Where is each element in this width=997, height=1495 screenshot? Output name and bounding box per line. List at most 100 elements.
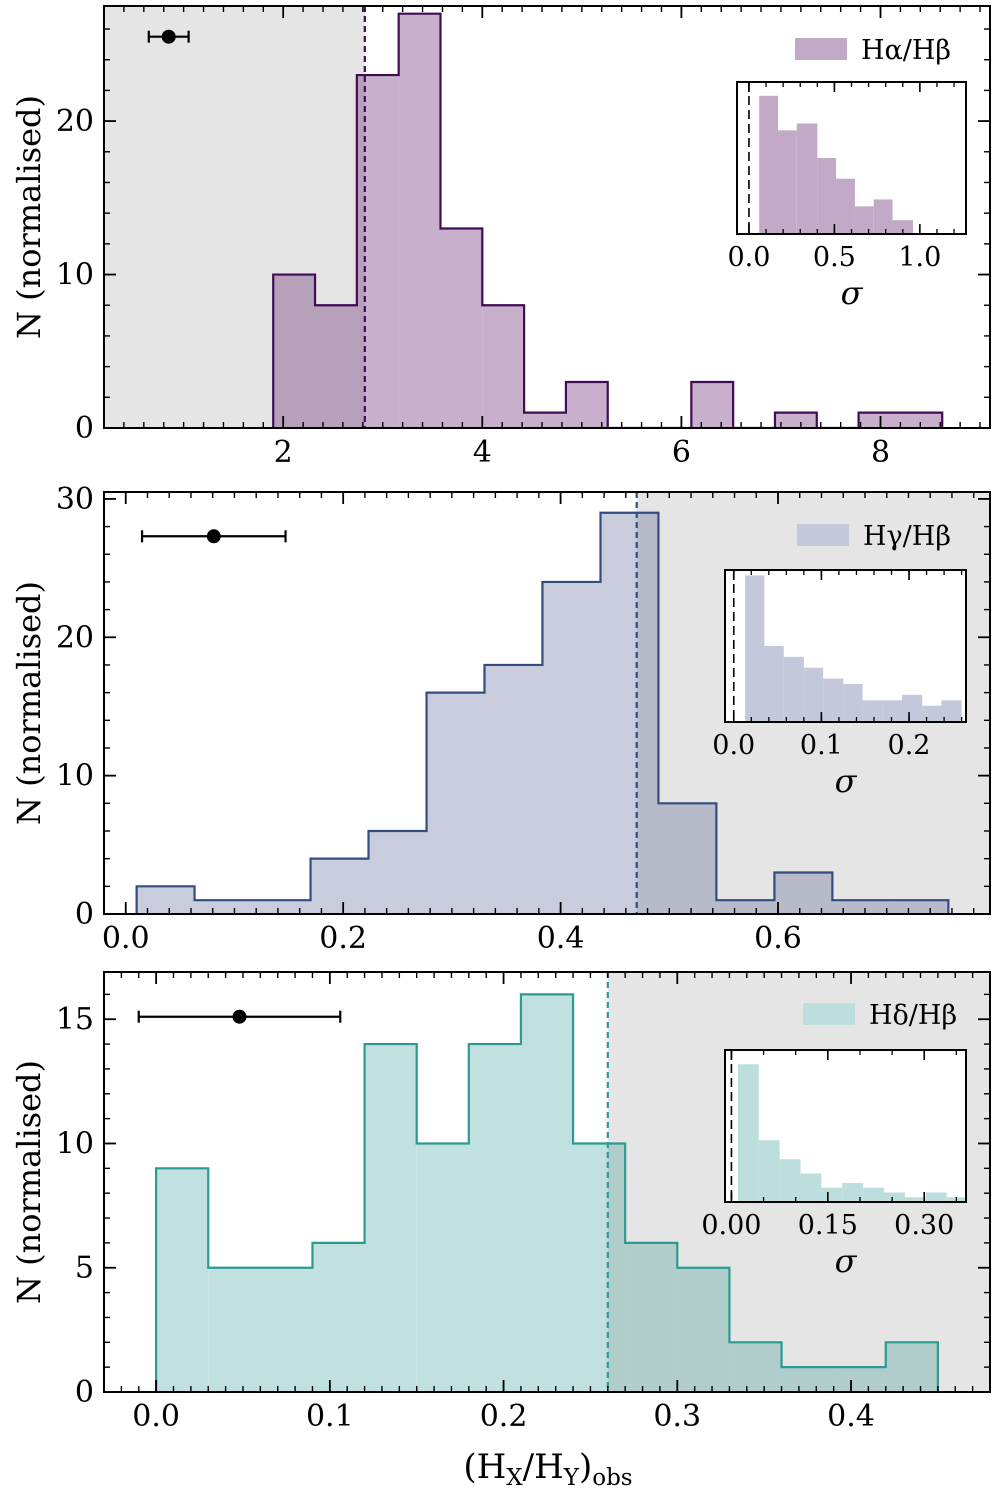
inset-bar [783,656,804,722]
errorbar-point [206,529,221,544]
histogram-bar [520,994,574,1392]
inset-bar [902,694,923,722]
y-axis-label: N (normalised) [10,581,48,825]
x-axis-label: (HX/HY)obs [463,1447,632,1491]
y-tick-label: 10 [56,1126,94,1161]
histogram-bar-overlap [774,872,833,914]
histogram-bar [368,830,427,914]
histogram-outline [272,12,944,428]
inset-x-tick-label: 0.00 [701,1210,761,1241]
histogram-bar-overlap [832,900,891,914]
axes-frame [103,5,991,429]
histogram-bar [781,1367,834,1392]
histogram-bar [440,228,483,428]
inset-x-axis-label: σ [835,1242,858,1280]
inset-bar [854,206,874,234]
panel-hgamma-hbeta: 0.0 0.2 0.4 0.6 0 10 20 30 N (normalised) Hγ/Hβ 0.… [10,482,991,956]
histogram-bar [468,1044,521,1392]
inset-bar [745,575,765,722]
histogram-bar-overlap [716,900,775,914]
histogram-bar [252,900,311,914]
histogram-bar [156,1168,209,1392]
x-tick-label: 6 [672,435,691,470]
axes-frame [103,971,991,1393]
inset-x-tick-label: 0.0 [727,242,770,273]
inset-bar [884,1192,905,1202]
histogram-bar [194,900,253,914]
inset-x-tick-label: 0.0 [712,730,755,761]
histogram-bar [677,1267,730,1392]
histogram-bar [858,412,901,428]
histogram-bar [832,900,891,914]
histogram-bar-overlap [658,803,717,914]
histogram-bar [315,305,357,428]
histogram-bar [426,692,485,914]
histogram-bar [885,1342,938,1392]
panel-halpha-hbeta: 2 4 6 8 0 10 20N (normalised) Hα/Hβ 0.0 0.5 1.0 σ [10,5,991,470]
inset-frame [724,1049,967,1203]
inset-x-tick-label: 0.2 [888,730,931,761]
histogram-bar [312,1242,365,1392]
histogram-bar-overlap [315,305,357,428]
inset-bar [946,1197,968,1202]
inset-axes: 0.0 0.1 0.2 σ [712,569,967,800]
inset-bar [796,123,818,234]
y-axis-label: N (normalised) [10,95,48,339]
inset-frame [724,569,967,723]
histogram-bar [364,1044,417,1392]
y-tick-label: 10 [56,258,94,293]
histogram-bar [542,581,601,914]
histogram-bar-overlap [677,1267,730,1392]
histogram-bar-overlap [625,1242,678,1392]
histogram-bar-overlap [273,274,316,428]
inset-bar [779,1159,801,1202]
histogram-bar [716,900,775,914]
histogram-bar-overlap [885,1342,938,1392]
histogram-outline [155,993,939,1392]
histogram-bar [774,872,833,914]
inset-bar [843,684,863,722]
panel-hdelta-hbeta: 0.0 0.1 0.2 0.3 0.4 0 5 10 15N (normalised) Hδ/Hβ… [10,971,991,1434]
inset-bar [925,1192,947,1202]
inset-x-axis-label: σ [841,274,864,312]
legend-label: Hγ/Hβ [863,521,951,552]
histogram-bar-overlap [890,900,949,914]
inset-bar [904,1197,926,1202]
x-tick-label: 0.4 [827,1399,875,1434]
histogram-bar [900,412,943,428]
legend-label: Hδ/Hβ [869,1000,957,1031]
x-tick-label: 0.1 [306,1399,354,1434]
histogram-bar-overlap [833,1367,886,1392]
y-tick-label: 0 [75,897,94,932]
histogram-bar [774,412,817,428]
inset-x-tick-label: 1.0 [898,242,941,273]
x-tick-label: 2 [274,435,293,470]
histogram-bar [416,1143,469,1392]
inset-bar [817,158,837,234]
histogram-bar [310,858,369,914]
errorbar-point [161,29,176,44]
histogram-bar [565,381,608,428]
histogram-bar [398,13,441,428]
inset-x-tick-label: 0.5 [813,242,856,273]
y-tick-label: 10 [56,759,94,794]
x-tick-label: 0.0 [132,1399,180,1434]
inset-bar [764,646,784,722]
histogram-bar [484,664,543,914]
inset-bar [737,1064,759,1202]
plot-area [135,492,990,914]
inset-bar [836,178,855,234]
histogram-bar-overlap [781,1367,834,1392]
inset-bar [941,700,962,722]
inset-x-axis-label: σ [835,762,858,800]
legend-label: Hα/Hβ [861,35,951,66]
x-tick-label: 4 [473,435,492,470]
inset-bar [803,667,824,722]
histogram-bar [524,412,566,428]
y-tick-label: 20 [56,620,94,655]
histogram-bar [136,886,195,914]
histogram-bar-overlap [636,512,659,914]
inset-bar [922,705,942,722]
y-tick-label: 5 [75,1251,94,1286]
